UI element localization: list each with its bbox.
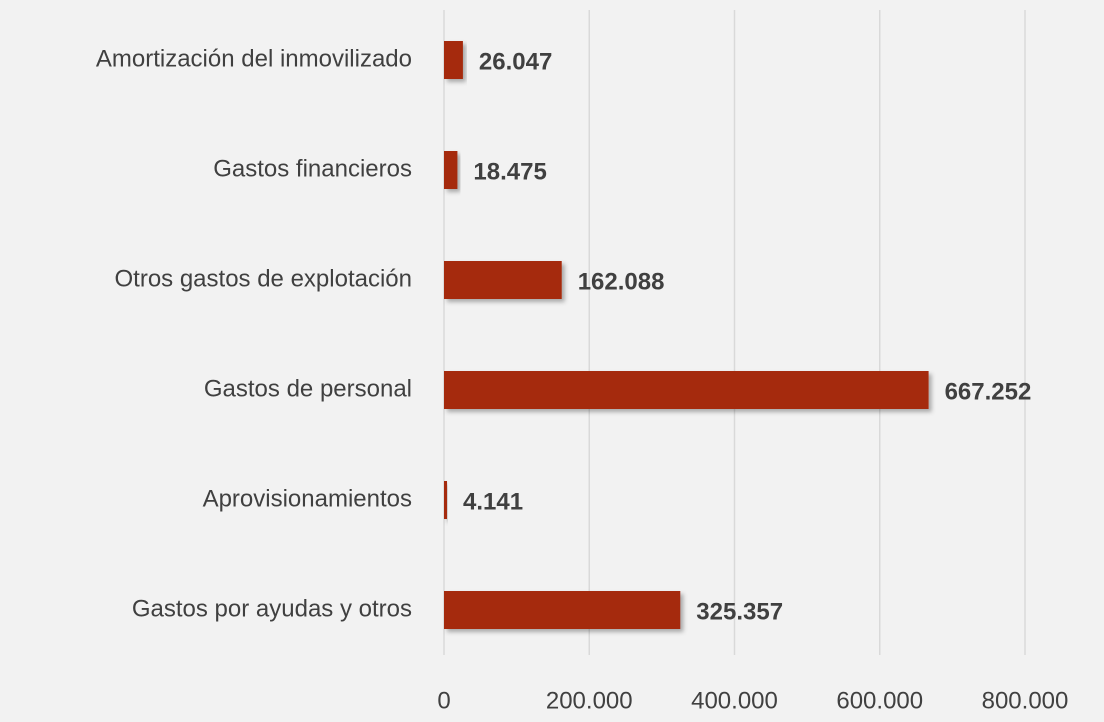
y-tick-label: Gastos de personal: [204, 375, 412, 402]
value-label: 26.047: [479, 48, 552, 75]
bar: [444, 151, 458, 189]
bar: [444, 481, 448, 519]
bar: [444, 261, 562, 299]
x-tick-label: 800.000: [982, 687, 1069, 714]
x-tick-label: 400.000: [691, 687, 778, 714]
value-label: 18.475: [473, 158, 546, 185]
bar: [444, 591, 681, 629]
value-label: 667.252: [945, 378, 1032, 405]
y-tick-label: Otros gastos de explotación: [114, 265, 412, 292]
bar: [444, 41, 463, 79]
x-tick-label: 0: [437, 687, 450, 714]
y-tick-label: Gastos financieros: [213, 155, 412, 182]
bar: [444, 371, 929, 409]
y-tick-label: Amortización del inmovilizado: [96, 45, 412, 72]
value-label: 162.088: [578, 268, 665, 295]
y-tick-label: Aprovisionamientos: [203, 485, 412, 512]
value-label: 4.141: [463, 488, 523, 515]
y-tick-label: Gastos por ayudas y otros: [132, 595, 412, 622]
x-tick-label: 600.000: [836, 687, 923, 714]
x-tick-label: 200.000: [546, 687, 633, 714]
value-label: 325.357: [696, 598, 783, 625]
